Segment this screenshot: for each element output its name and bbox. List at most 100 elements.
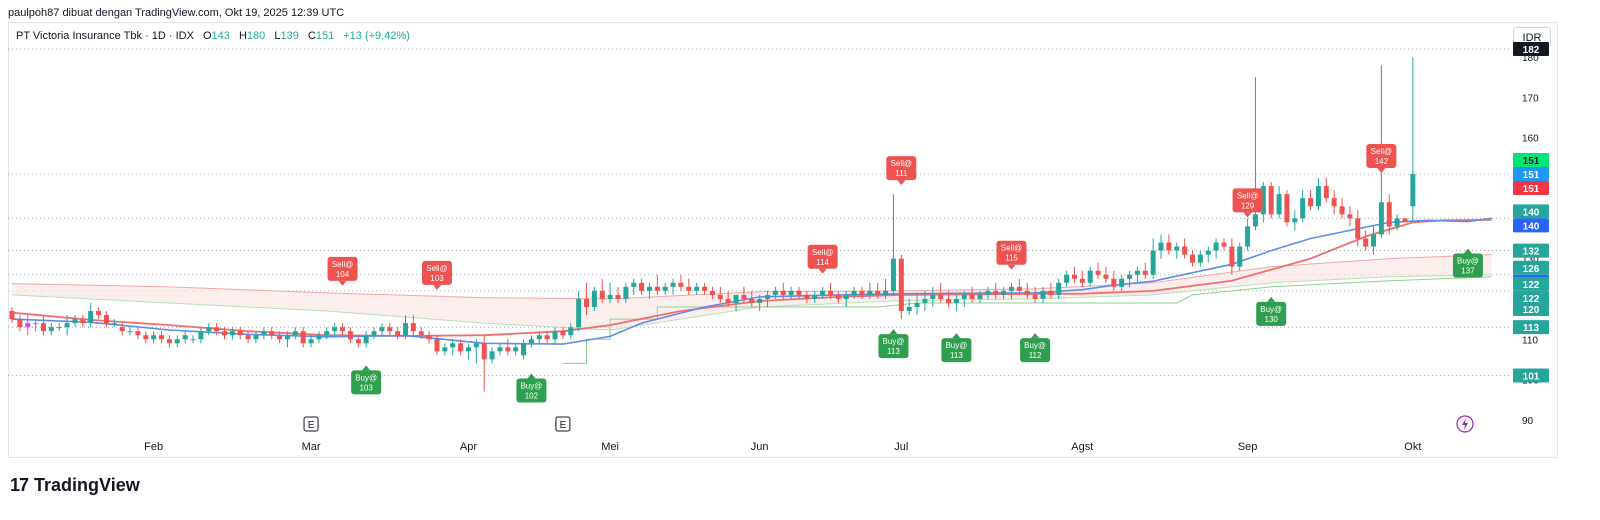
candle-body <box>182 335 188 340</box>
signal-pointer <box>1463 248 1472 254</box>
candle-body <box>1134 270 1140 275</box>
sell-signal[interactable]: Sell@111 <box>886 156 917 186</box>
candle <box>292 327 298 340</box>
candle-body <box>1071 274 1077 279</box>
buy-signal[interactable]: Buy@113 <box>878 329 909 359</box>
symbol-legend: PT Victoria Insurance Tbk · 1D · IDX O14… <box>16 30 410 42</box>
candle-body <box>442 347 448 352</box>
candle-body <box>513 347 519 352</box>
currency-selector[interactable]: IDR <box>1513 27 1551 47</box>
candle-body <box>922 298 928 303</box>
price-tag-box <box>1513 320 1549 335</box>
price-tag: 113 <box>1513 320 1549 335</box>
candle-body <box>1095 270 1101 275</box>
sell-signal[interactable]: Sell@114 <box>807 244 838 274</box>
candle <box>709 286 715 299</box>
signal-value: 115 <box>1005 254 1018 263</box>
candle <box>1111 270 1117 291</box>
candle-body <box>1150 250 1156 275</box>
candle-body <box>757 298 763 303</box>
candle-body <box>473 343 479 348</box>
price-tag-box <box>1513 368 1549 383</box>
buy-signal[interactable]: Buy@130 <box>1256 296 1287 326</box>
buy-signal[interactable]: Buy@112 <box>1020 333 1051 363</box>
earnings-marker[interactable]: E <box>303 416 319 432</box>
candle <box>1371 226 1377 255</box>
candle-body <box>709 290 715 295</box>
sell-signal[interactable]: Sell@104 <box>327 256 358 286</box>
candle <box>985 286 991 299</box>
buy-signal[interactable]: Buy@137 <box>1452 248 1483 278</box>
candle-body <box>56 327 62 329</box>
price-tag: 151 <box>1513 180 1549 195</box>
candle-body <box>340 327 346 332</box>
signal-value: 130 <box>1265 315 1279 324</box>
candle-body <box>308 339 314 344</box>
price-tag-label: 113 <box>1523 323 1540 334</box>
candle-body <box>1355 218 1361 239</box>
sell-signal[interactable]: Sell@103 <box>421 260 452 290</box>
candle-body <box>1064 274 1070 283</box>
candle-body <box>1363 238 1369 247</box>
trailing-stop-line <box>562 276 1492 364</box>
candle-body <box>1378 202 1384 235</box>
price-tag-box <box>1513 290 1549 305</box>
candle-body <box>190 339 196 341</box>
candle-body <box>820 290 826 295</box>
price-tag-label: 182 <box>1523 45 1540 56</box>
chart-frame <box>8 22 1558 458</box>
candle-body <box>387 327 393 332</box>
signal-text: Buy@ <box>882 337 904 346</box>
price-tag-box <box>1513 42 1549 57</box>
candle <box>1410 57 1416 223</box>
candle <box>1008 282 1014 299</box>
signal-value: 113 <box>950 351 963 360</box>
candle-body <box>237 331 243 336</box>
signal-pointer <box>432 284 441 290</box>
candle <box>284 331 290 348</box>
signal-text: Buy@ <box>520 381 542 390</box>
buy-signal[interactable]: Buy@103 <box>351 365 382 395</box>
candle <box>890 194 896 295</box>
tradingview-logo[interactable]: 17 TradingView <box>10 475 140 496</box>
buy-signal[interactable]: Buy@102 <box>516 373 547 403</box>
signal-text: Buy@ <box>1260 305 1282 314</box>
candle-body <box>639 282 645 291</box>
sell-signal[interactable]: Sell@115 <box>996 240 1027 270</box>
candle <box>631 278 637 295</box>
candle-body <box>1315 186 1321 207</box>
buy-signal[interactable]: Buy@113 <box>941 333 972 363</box>
earnings-marker[interactable]: E <box>555 416 571 432</box>
signal-box <box>1256 301 1287 326</box>
candle-body <box>843 294 849 299</box>
candle <box>332 323 338 336</box>
candle-body <box>1276 194 1282 215</box>
candle <box>560 327 566 340</box>
sell-signal[interactable]: Sell@142 <box>1366 143 1397 173</box>
price-tag: 140 <box>1513 204 1549 219</box>
flash-icon[interactable] <box>1456 415 1474 433</box>
candle <box>851 286 857 299</box>
candle-body <box>1127 274 1133 279</box>
candle <box>1308 190 1314 211</box>
candle <box>867 282 873 299</box>
price-tag: 140 <box>1513 218 1549 233</box>
sell-signal[interactable]: Sell@129 <box>1232 188 1263 218</box>
candle <box>347 327 353 344</box>
candle-body <box>953 298 959 303</box>
candle-body <box>198 331 204 340</box>
price-tag-box <box>1513 204 1549 219</box>
signal-value: 142 <box>1375 157 1389 166</box>
earnings-box <box>555 416 571 432</box>
candle <box>434 335 440 356</box>
candle-body <box>859 290 865 295</box>
price-tag: 101 <box>1513 368 1549 383</box>
low-value: 139 <box>280 30 299 42</box>
price-tag-box <box>1513 218 1549 233</box>
candle <box>1339 198 1345 219</box>
high-label: H <box>238 30 247 42</box>
candle-body <box>379 327 385 332</box>
signal-value: 102 <box>525 391 539 400</box>
y-tick-label: 180 <box>1522 53 1539 64</box>
